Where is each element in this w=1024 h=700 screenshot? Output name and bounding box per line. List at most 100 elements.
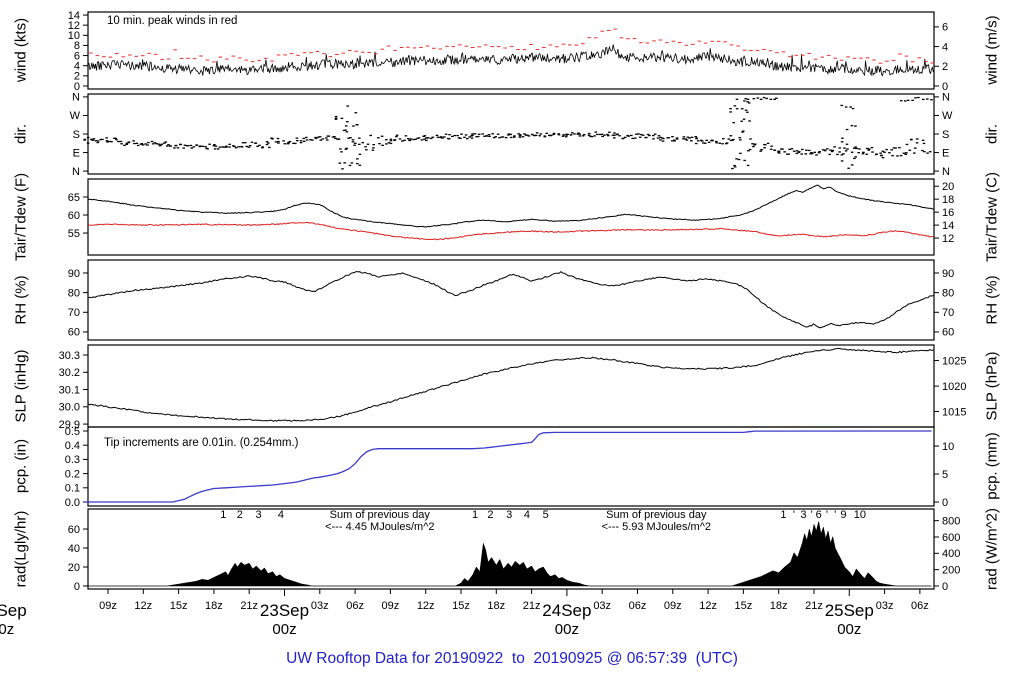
svg-text:10 min. peak winds in red: 10 min. peak winds in red xyxy=(107,15,237,27)
x-axis: 09z 12z 15z 18z 21z 03z 06z 09z 12z 15z 18z 21z 03z 0… xyxy=(0,589,929,638)
svg-text:': ' xyxy=(826,509,828,521)
svg-text:0: 0 xyxy=(942,581,948,593)
svg-text:<--- 5.93 MJoules/m^2: <--- 5.93 MJoules/m^2 xyxy=(602,521,711,533)
svg-text:30.0: 30.0 xyxy=(59,402,80,414)
y-axis-label-wind-left: wind (kts) xyxy=(12,17,30,83)
svg-text:10: 10 xyxy=(854,509,866,521)
svg-text:25Sep: 25Sep xyxy=(825,601,874,620)
svg-text:00z: 00z xyxy=(555,621,579,638)
svg-text:3: 3 xyxy=(506,509,512,521)
svg-text:21z: 21z xyxy=(805,600,823,612)
svg-text:5: 5 xyxy=(543,509,549,521)
svg-text:90: 90 xyxy=(68,268,80,280)
svg-text:55: 55 xyxy=(68,228,80,240)
svg-text:20: 20 xyxy=(68,562,80,574)
svg-text:12z: 12z xyxy=(699,600,717,612)
svg-text:70: 70 xyxy=(68,307,80,319)
svg-text:03z: 03z xyxy=(593,600,611,612)
svg-text:8: 8 xyxy=(74,40,80,52)
svg-text:2: 2 xyxy=(237,509,243,521)
svg-text:5: 5 xyxy=(942,469,948,481)
svg-text:600: 600 xyxy=(942,532,960,544)
svg-text:E: E xyxy=(73,147,80,159)
svg-text:1: 1 xyxy=(472,509,478,521)
svg-text:0.2: 0.2 xyxy=(65,468,80,480)
svg-text:E: E xyxy=(942,147,949,159)
svg-text:0: 0 xyxy=(942,81,948,93)
svg-text:': ' xyxy=(793,509,795,521)
svg-text:1: 1 xyxy=(780,509,786,521)
svg-text:0.0: 0.0 xyxy=(65,497,80,509)
y-axis-label-slp-right: SLP (hPa) xyxy=(983,351,1001,421)
panel-rh: 60 70 80 90 60 70 80 90 xyxy=(68,259,954,341)
svg-text:800: 800 xyxy=(942,515,960,527)
svg-text:0: 0 xyxy=(74,81,80,93)
svg-text:10: 10 xyxy=(68,30,80,42)
svg-text:65: 65 xyxy=(68,192,80,204)
svg-text:70: 70 xyxy=(942,307,954,319)
svg-text:22Sep: 22Sep xyxy=(0,601,27,620)
rad-series xyxy=(84,521,932,587)
y-axis-label-temp-right: Tair/Tdew (C) xyxy=(983,171,1001,263)
y-axis-label-slp-left: SLP (inHg) xyxy=(12,349,30,423)
svg-text:200: 200 xyxy=(942,564,960,576)
temperature-series xyxy=(87,184,934,241)
svg-text:60: 60 xyxy=(68,210,80,222)
svg-text:4: 4 xyxy=(942,41,948,53)
svg-text:3: 3 xyxy=(256,509,262,521)
svg-text:06z: 06z xyxy=(346,600,364,612)
svg-text:00z: 00z xyxy=(0,621,14,638)
svg-text:15z: 15z xyxy=(170,600,188,612)
svg-text:03z: 03z xyxy=(311,600,329,612)
svg-text:00z: 00z xyxy=(272,621,296,638)
svg-text:1025: 1025 xyxy=(942,355,966,367)
svg-text:12z: 12z xyxy=(417,600,435,612)
figure-title: UW Rooftop Data for 20190922 to 20190925… xyxy=(286,650,738,667)
rh-series xyxy=(87,270,934,329)
svg-text:30.2: 30.2 xyxy=(59,367,80,379)
y-axis-label-rad-right: rad (W/m^2) xyxy=(983,507,1001,591)
svg-text:Sum of previous day: Sum of previous day xyxy=(330,509,431,521)
svg-text:06z: 06z xyxy=(629,600,647,612)
svg-text:4: 4 xyxy=(278,509,284,521)
dir-series xyxy=(83,96,933,170)
svg-text:S: S xyxy=(73,129,80,141)
panel-pcp: 0.0 0.1 0.2 0.3 0.4 0.5 0 5 10 xyxy=(65,426,955,509)
y-axis-label-pcp-left: pcp. (in) xyxy=(12,438,30,494)
svg-text:0: 0 xyxy=(942,497,948,509)
pcp-series xyxy=(84,430,932,503)
svg-text:': ' xyxy=(834,509,836,521)
svg-text:W: W xyxy=(70,110,81,122)
y-axis-label-dir-left: dir. xyxy=(12,123,30,145)
svg-text:4: 4 xyxy=(74,60,80,72)
svg-text:6: 6 xyxy=(942,22,948,34)
svg-text:40: 40 xyxy=(68,543,80,555)
y-axis-label-dir-right: dir. xyxy=(983,123,1001,145)
svg-text:20: 20 xyxy=(942,181,954,193)
svg-text:90: 90 xyxy=(942,268,954,280)
y-axis-label-rh-left: RH (%) xyxy=(12,275,30,325)
y-axis-label-wind-right: wind (m/s) xyxy=(983,15,1001,85)
svg-text:N: N xyxy=(942,92,950,104)
panel-slp: 29.9 30.0 30.1 30.2 30.3 1015 1020 1025 xyxy=(59,344,966,431)
svg-text:12: 12 xyxy=(68,20,80,32)
svg-text:09z: 09z xyxy=(99,600,117,612)
svg-text:N: N xyxy=(72,166,80,178)
svg-text:12: 12 xyxy=(942,233,954,245)
svg-text:3: 3 xyxy=(800,509,806,521)
svg-text:09z: 09z xyxy=(664,600,682,612)
svg-text:30.1: 30.1 xyxy=(59,384,80,396)
svg-text:18z: 18z xyxy=(205,600,223,612)
svg-text:0.3: 0.3 xyxy=(65,454,80,466)
svg-text:00z: 00z xyxy=(837,621,861,638)
annotations: 10 min. peak winds in red Tip increments … xyxy=(104,15,866,533)
svg-text:29.9: 29.9 xyxy=(59,419,80,431)
svg-text:15z: 15z xyxy=(735,600,753,612)
svg-text:2: 2 xyxy=(74,71,80,83)
svg-text:16: 16 xyxy=(942,207,954,219)
